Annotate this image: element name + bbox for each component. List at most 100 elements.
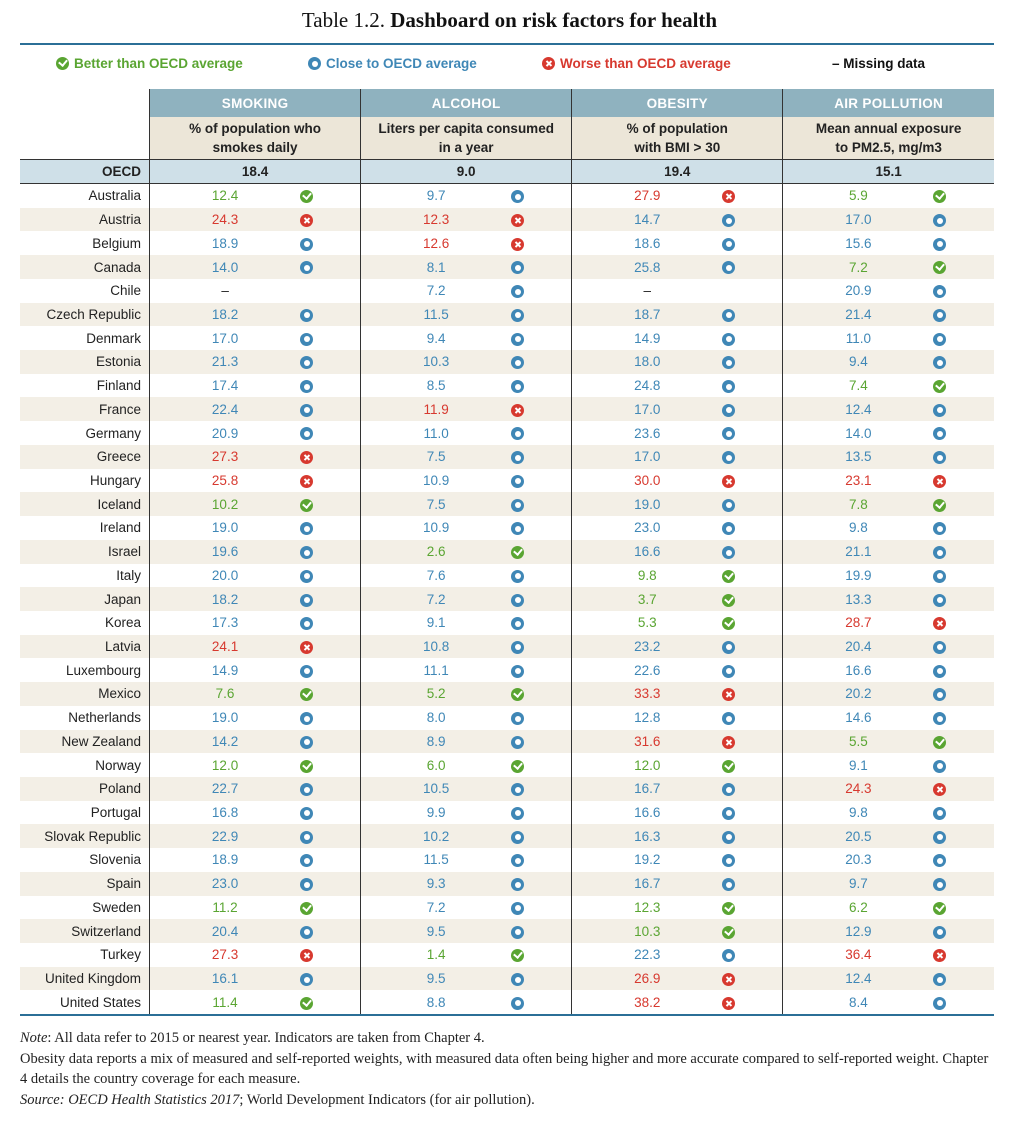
legend-missing: – Missing data xyxy=(832,56,925,71)
smoking-status xyxy=(300,611,361,635)
smoking-value: 12.4 xyxy=(149,183,301,208)
check-circle-icon xyxy=(933,901,947,915)
obesity-status xyxy=(722,776,783,801)
source-line: Source: OECD Health Statistics 2017; Wor… xyxy=(20,1090,998,1111)
country-name: Iceland xyxy=(20,492,150,517)
air-pollution-status xyxy=(933,943,994,967)
air-pollution-value: 23.1 xyxy=(782,468,934,493)
alcohol-value: 9.9 xyxy=(360,800,512,825)
subheader-air-line1: Mean annual exposure xyxy=(815,121,962,136)
obesity-status xyxy=(722,231,782,255)
legend-worse: Worse than OECD average xyxy=(542,56,731,71)
dot-circle-icon xyxy=(933,214,947,228)
dot-circle-icon xyxy=(933,854,947,868)
country-name: Denmark xyxy=(86,330,142,346)
air-pollution-value: 36.4 xyxy=(782,943,934,967)
alcohol-status xyxy=(511,421,571,445)
dot-circle-icon xyxy=(933,356,947,370)
smoking-status xyxy=(300,184,361,208)
air-pollution-value: 20.4 xyxy=(782,634,934,659)
smoking-status xyxy=(300,231,361,255)
air-pollution-value: 20.5 xyxy=(782,824,934,849)
x-circle-icon xyxy=(722,996,736,1010)
alcohol-value: 10.2 xyxy=(360,824,512,849)
header-smoking: SMOKING xyxy=(149,89,361,117)
air-pollution-status xyxy=(933,492,994,517)
obesity-status xyxy=(722,421,782,445)
legend-close-label: Close to OECD average xyxy=(326,56,477,71)
top-rule xyxy=(20,43,994,45)
oecd-obesity: 19.4 xyxy=(571,159,783,184)
table-row: New Zealand 14.2 8.9 31.6 5.5 xyxy=(20,729,994,754)
alcohol-status xyxy=(511,374,571,398)
subheader-obesity-line2: with BMI > 30 xyxy=(634,140,721,155)
table-row: Belgium 18.9 12.6 18.6 15.6 xyxy=(20,231,994,256)
table-row: Chile –7.2–20.9 xyxy=(20,278,994,303)
dot-circle-icon xyxy=(933,830,947,844)
dot-circle-icon xyxy=(511,925,525,939)
dot-circle-icon xyxy=(933,593,947,607)
country-name: Spain xyxy=(20,871,150,896)
obesity-status xyxy=(722,492,783,517)
alcohol-status xyxy=(511,564,571,588)
air-pollution-status xyxy=(933,966,994,991)
dot-circle-icon xyxy=(511,996,525,1010)
check-circle-icon xyxy=(722,925,736,939)
dot-circle-icon xyxy=(511,332,525,346)
air-pollution-value: 15.6 xyxy=(782,231,934,256)
air-pollution-status xyxy=(933,231,994,255)
header-corner xyxy=(20,89,150,117)
check-circle-icon xyxy=(722,759,736,773)
country-name: France xyxy=(20,397,150,422)
smoking-value: 20.9 xyxy=(149,421,301,445)
note-label: Note xyxy=(20,1030,48,1046)
alcohol-status xyxy=(511,943,571,967)
table-row: Hungary 25.8 10.9 30.0 23.1 xyxy=(20,468,994,493)
dot-circle-icon xyxy=(300,308,314,322)
smoking-status xyxy=(300,326,361,350)
dot-circle-icon xyxy=(722,237,736,251)
alcohol-value: 11.5 xyxy=(360,302,512,327)
dot-circle-icon xyxy=(933,996,947,1010)
dot-circle-icon xyxy=(933,403,947,417)
obesity-value: 16.3 xyxy=(571,824,723,849)
alcohol-value: 7.2 xyxy=(360,587,512,611)
alcohol-value: 8.9 xyxy=(360,729,512,754)
dot-circle-icon xyxy=(300,593,314,607)
obesity-status xyxy=(722,729,783,754)
dot-circle-icon xyxy=(300,830,314,844)
obesity-value: 16.6 xyxy=(571,800,723,825)
air-pollution-value: 11.0 xyxy=(782,326,934,351)
smoking-status xyxy=(300,374,361,398)
x-circle-icon xyxy=(542,57,555,70)
dot-circle-icon xyxy=(300,522,314,536)
dot-circle-icon xyxy=(300,427,314,441)
x-circle-icon xyxy=(511,214,525,228)
country-name: United States xyxy=(59,994,142,1010)
obesity-value: 23.0 xyxy=(571,516,723,540)
air-pollution-value: 17.0 xyxy=(782,207,934,232)
x-circle-icon xyxy=(933,474,947,488)
country-name: Turkey xyxy=(100,947,142,963)
alcohol-value: 11.0 xyxy=(360,421,512,445)
obesity-status xyxy=(722,255,783,279)
dot-circle-icon xyxy=(722,308,736,322)
alcohol-status xyxy=(511,184,571,208)
table-row: Finland 17.4 8.5 24.8 7.4 xyxy=(20,373,994,398)
obesity-value: 5.3 xyxy=(571,610,723,635)
country-name: Poland xyxy=(20,776,150,801)
obesity-value: 25.8 xyxy=(571,255,723,279)
x-circle-icon xyxy=(722,474,736,488)
air-pollution-value: 19.9 xyxy=(782,563,934,588)
dot-circle-icon xyxy=(300,546,314,560)
subheader-alcohol-line1: Liters per capita consumed xyxy=(378,121,554,136)
air-pollution-status xyxy=(933,634,994,659)
subheader-air-line2: to PM2.5, mg/m3 xyxy=(835,140,942,155)
table-row: Netherlands 19.0 8.0 12.8 14.6 xyxy=(20,705,994,730)
dot-circle-icon xyxy=(511,783,525,797)
air-pollution-value: 13.3 xyxy=(782,587,934,611)
dot-circle-icon xyxy=(722,356,736,370)
air-pollution-value: 9.1 xyxy=(782,753,934,777)
obesity-value: 14.9 xyxy=(571,326,723,351)
smoking-status xyxy=(300,871,361,896)
